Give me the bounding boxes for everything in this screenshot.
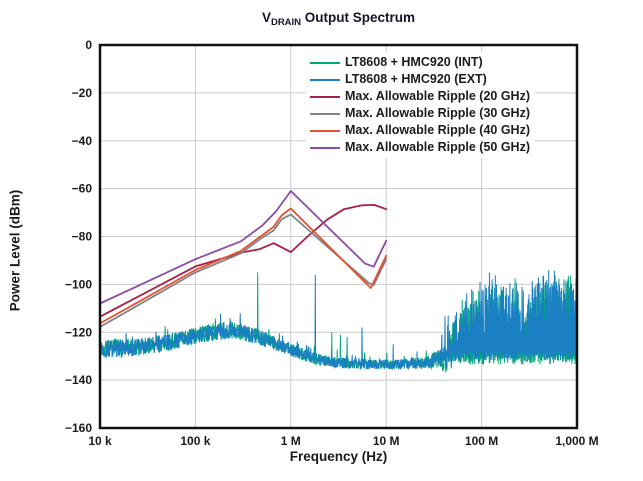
x-tick-label: 10 M [373, 434, 400, 448]
legend-label: Max. Allowable Ripple (50 GHz) [345, 140, 530, 154]
x-axis-title: Frequency (Hz) [289, 449, 388, 464]
trace-max-allowable-ripple-40-ghz [99, 207, 388, 325]
x-tick-label: 1 M [281, 434, 301, 448]
chart-title-rest: Output Spectrum [301, 10, 416, 25]
legend-label: LT8608 + HMC920 (INT) [345, 55, 483, 69]
legend-swatch [310, 95, 340, 98]
legend-label: Max. Allowable Ripple (20 GHz) [345, 89, 530, 103]
legend-entry: Max. Allowable Ripple (40 GHz) [310, 122, 530, 139]
chart-title-prefix: V [261, 10, 271, 25]
trace-max-allowable-ripple-50-ghz [99, 190, 388, 305]
legend-swatch [310, 61, 340, 64]
x-tick-label: 10 k [88, 434, 112, 448]
y-tick-label: −100 [65, 277, 92, 291]
legend-swatch [310, 78, 340, 81]
y-tick-label: −20 [72, 86, 93, 100]
y-tick-label: −60 [72, 182, 93, 196]
chart-title-subscript: DRAIN [270, 17, 302, 28]
legend-label: Max. Allowable Ripple (30 GHz) [345, 106, 530, 120]
y-axis-title: Power Level (dBm) [7, 189, 23, 312]
legend-entry: LT8608 + HMC920 (INT) [310, 54, 530, 71]
legend-swatch [310, 129, 340, 132]
y-tick-label: −40 [72, 134, 93, 148]
y-tick-label: −80 [72, 230, 93, 244]
legend-entry: Max. Allowable Ripple (50 GHz) [310, 139, 530, 156]
legend-entry: Max. Allowable Ripple (20 GHz) [310, 88, 530, 105]
legend-swatch [310, 146, 340, 149]
plot-frame [98, 43, 579, 430]
y-tick-label: 0 [85, 38, 92, 52]
chart-title: VDRAIN Output Spectrum [100, 10, 577, 28]
y-tick-label: −120 [65, 325, 92, 339]
legend-swatch [310, 112, 340, 115]
legend-label: LT8608 + HMC920 (EXT) [345, 72, 487, 86]
legend-label: Max. Allowable Ripple (40 GHz) [345, 123, 530, 137]
trace-lt8608-hmc920-ext [99, 270, 578, 371]
x-tick-label: 1,000 M [555, 434, 598, 448]
y-tick-label: −160 [65, 421, 92, 435]
legend-entry: LT8608 + HMC920 (EXT) [310, 71, 530, 88]
x-tick-label: 100 M [465, 434, 498, 448]
y-tick-label: −140 [65, 373, 92, 387]
x-tick-label: 100 k [180, 434, 210, 448]
legend: LT8608 + HMC920 (INT) LT8608 + HMC920 (EX… [306, 52, 534, 158]
legend-entry: Max. Allowable Ripple (30 GHz) [310, 105, 530, 122]
trace-max-allowable-ripple-30-ghz [99, 213, 388, 328]
